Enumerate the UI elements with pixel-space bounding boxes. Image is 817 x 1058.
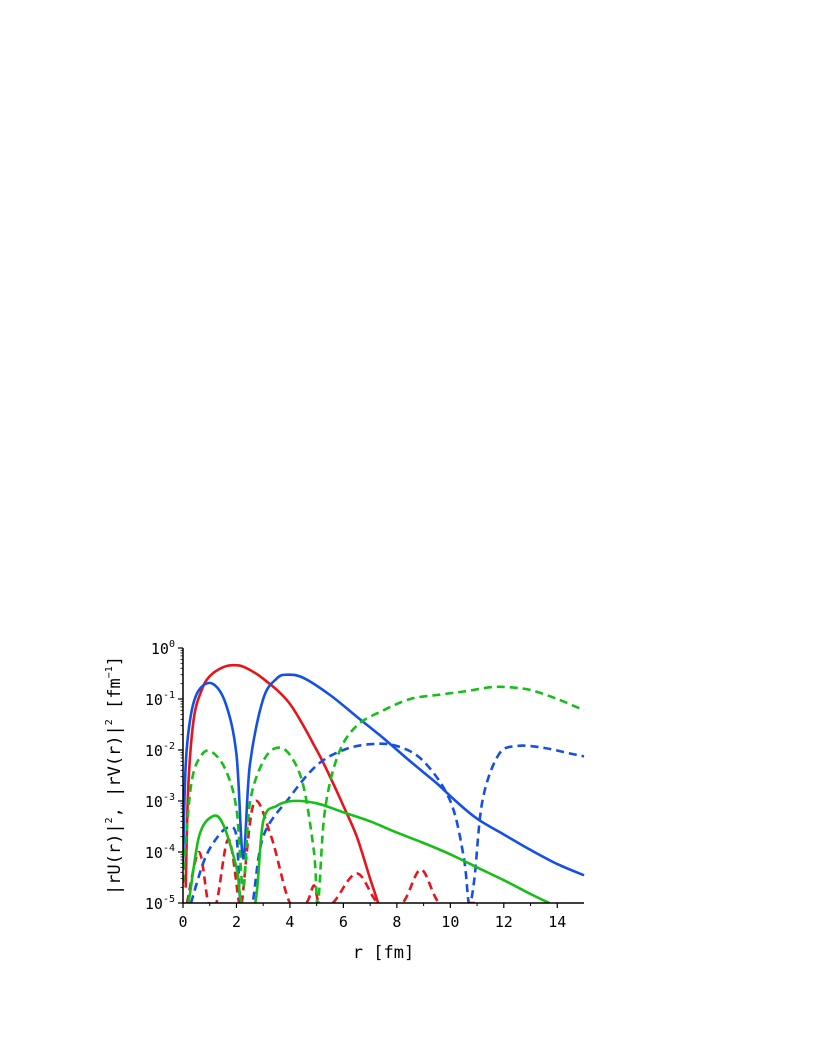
y-tick-label: 10-5 (145, 894, 175, 913)
series-line-3-dashed (189, 742, 585, 903)
y-axis-title-unit-close: ] (105, 656, 125, 666)
series-line-2-solid (183, 673, 585, 877)
x-tick-label: 4 (285, 913, 294, 931)
x-tick-label: 10 (441, 913, 459, 931)
y-axis-title-sq2: 2 (104, 719, 115, 725)
plot-area (183, 663, 585, 903)
y-axis-title-main: |rU(r)| (105, 823, 125, 895)
x-tick-label: 8 (392, 913, 401, 931)
x-tick-label: 12 (495, 913, 513, 931)
axes (182, 648, 584, 904)
series-line-0-solid (184, 663, 380, 903)
series-line-4-solid (183, 799, 550, 903)
y-axis-title: |rU(r)|2, |rV(r)|2 [fm−1] (104, 656, 125, 895)
series-line-1-dashed (185, 799, 480, 903)
x-tick-label: 6 (339, 913, 348, 931)
y-axis-title-unit-exp: −1 (104, 666, 115, 678)
y-tick-label: 10-3 (145, 792, 175, 811)
y-axis-title-sq1: 2 (104, 817, 115, 823)
y-tick-label: 10-2 (145, 741, 175, 760)
series-line-5-dashed (183, 685, 585, 903)
y-tick-label: 100 (151, 639, 175, 658)
y-axis-title-unit-open: [fm (105, 678, 125, 719)
x-tick-label: 2 (232, 913, 241, 931)
x-axis-title: r [fm] (353, 943, 414, 963)
y-axis-ticks: 100 10-1 10-2 10-3 10-4 10-5 (145, 639, 183, 913)
x-tick-label: 14 (548, 913, 566, 931)
y-axis-title-mid: , |rV(r)| (105, 725, 125, 817)
y-tick-label: 10-4 (145, 843, 175, 862)
y-tick-label: 10-1 (145, 690, 175, 709)
x-tick-label: 0 (178, 913, 187, 931)
x-axis-ticks: 0 2 4 6 8 10 12 14 (178, 903, 566, 931)
